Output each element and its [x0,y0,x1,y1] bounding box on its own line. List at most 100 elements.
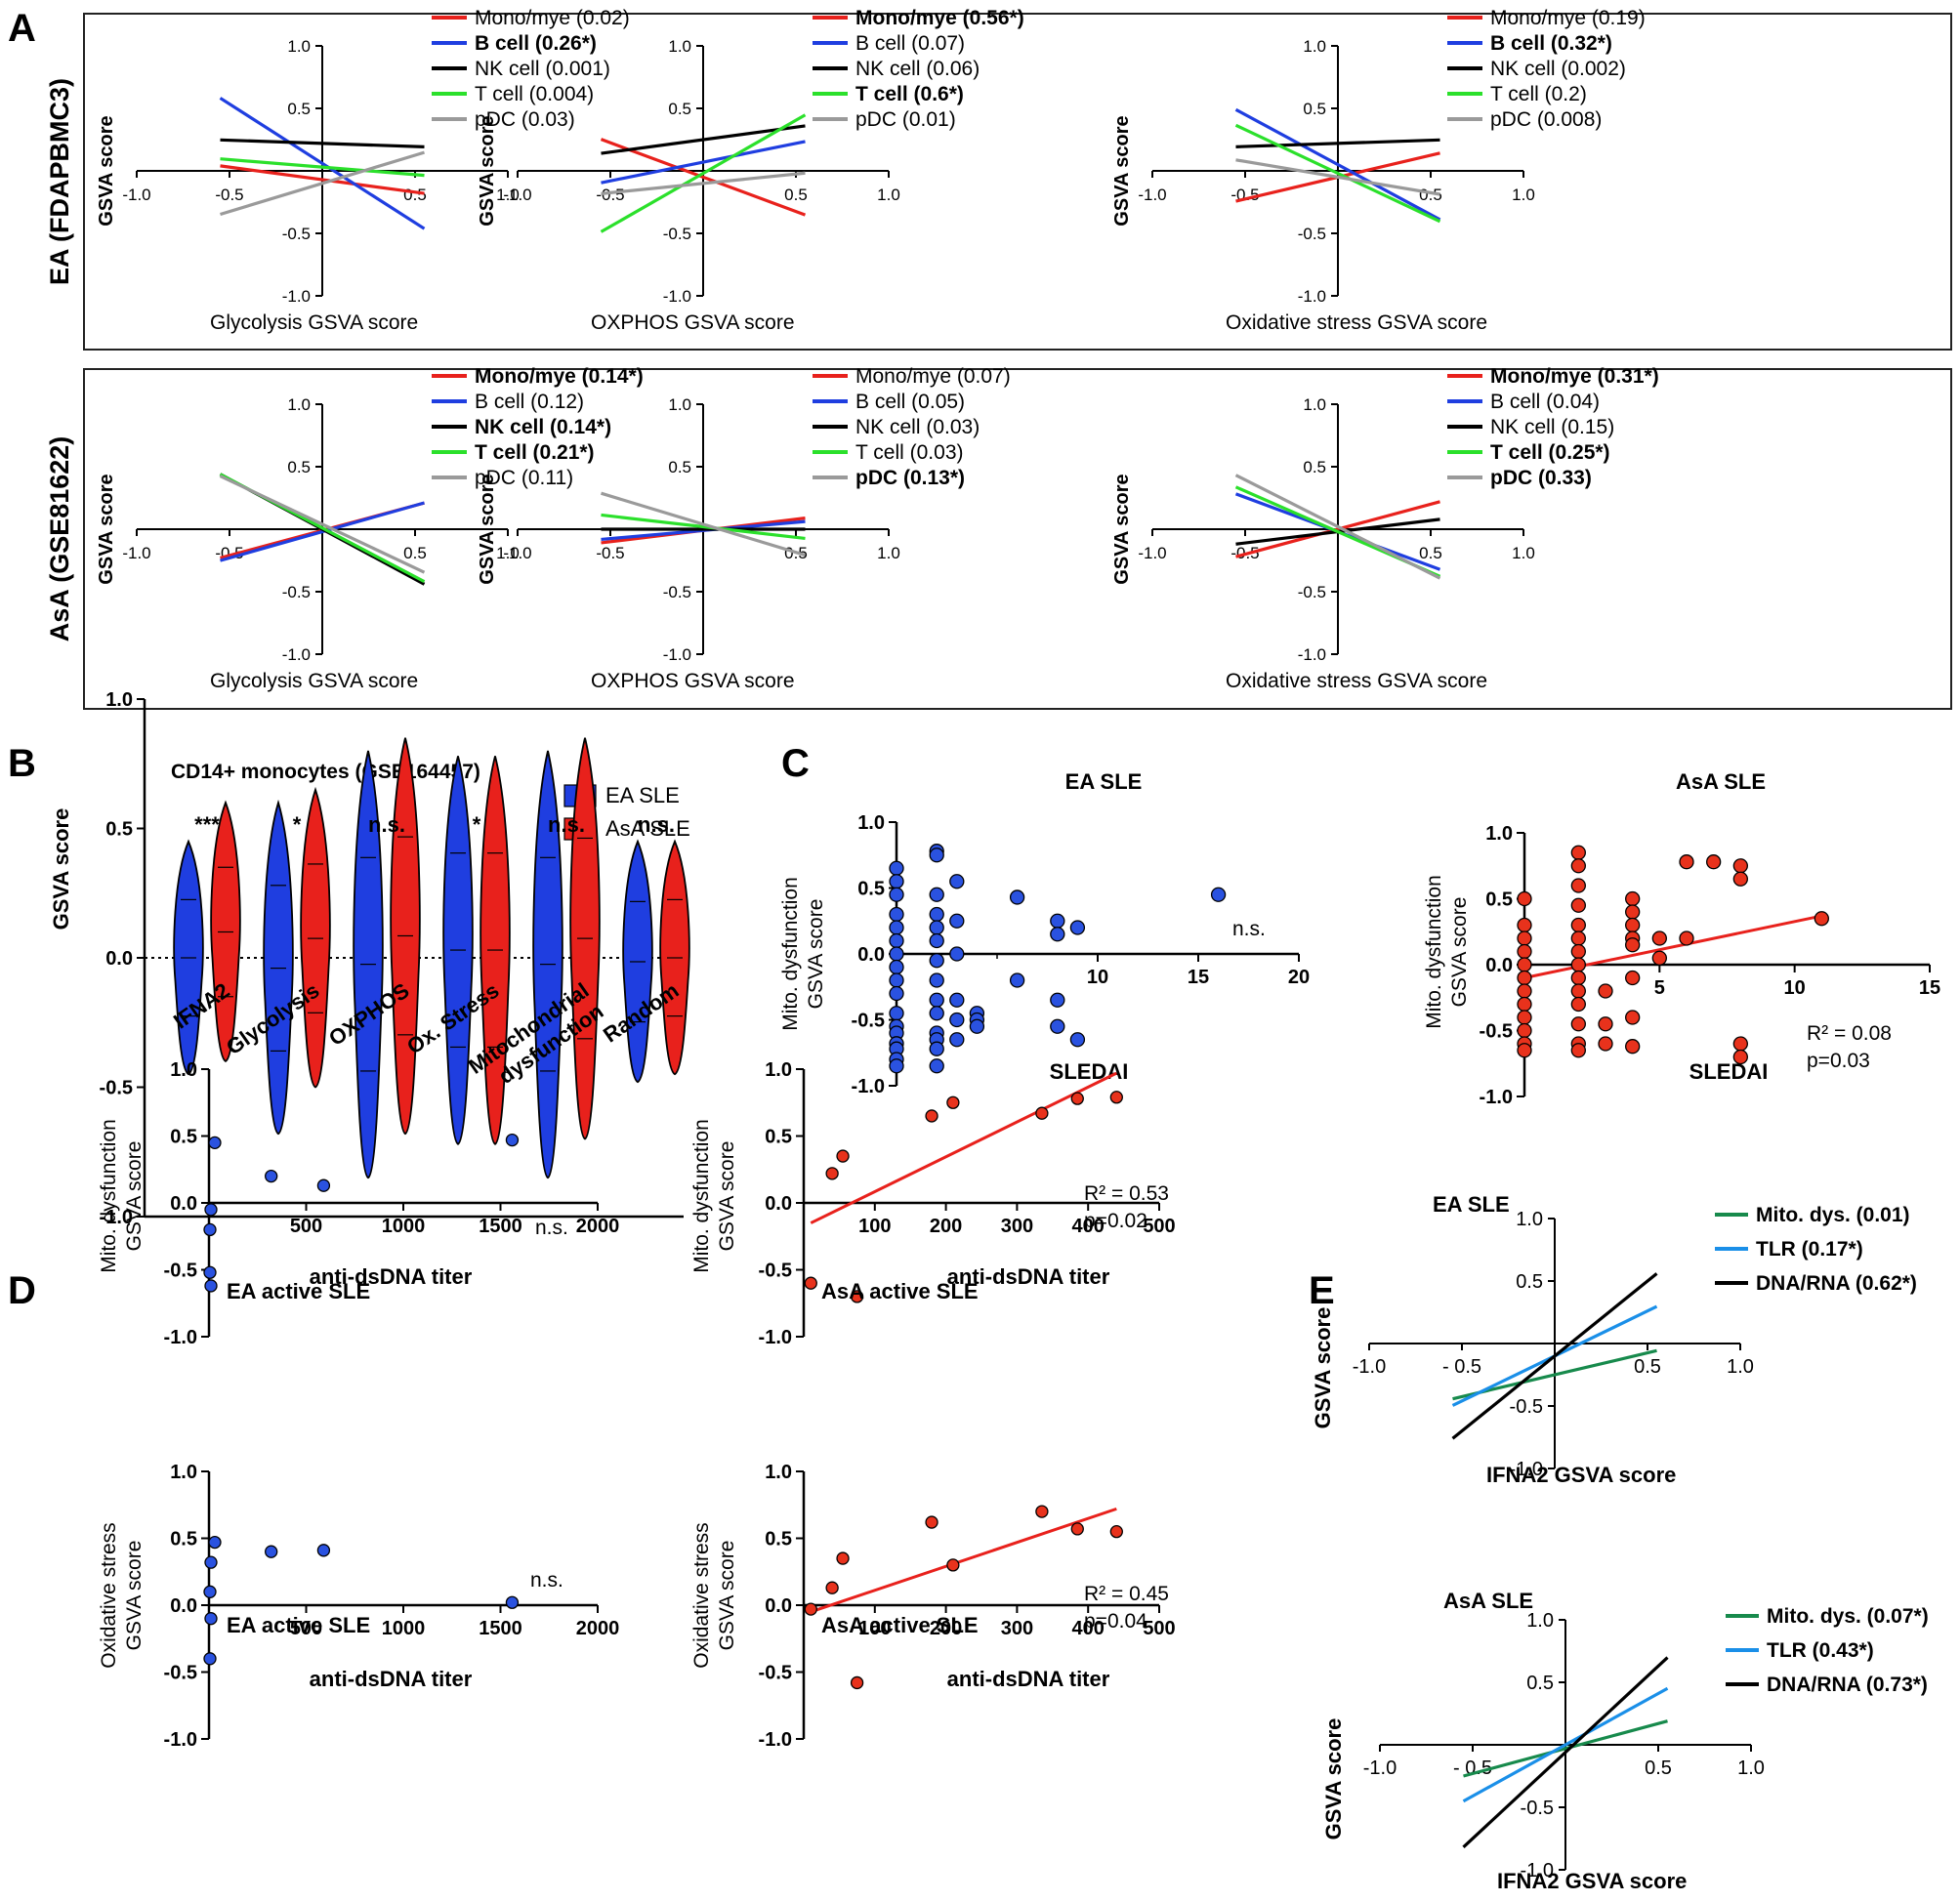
scatter-title: AsA active SLE [821,1279,979,1303]
y-axis-title: Mito. dysfunction [98,1119,120,1273]
data-point [1517,917,1532,933]
data-point [889,1058,904,1074]
data-point [889,959,904,975]
data-point [208,1535,222,1550]
series-line [220,501,425,562]
x-axis-title: IFNA2 GSVA score [1497,1869,1687,1893]
data-point [1517,943,1532,960]
y-tick-label: -0.5 [759,1261,792,1282]
y-axis-title: Mito. dysfunction [1423,875,1445,1029]
x-tick-label: -0.5 [596,186,624,204]
series-line [219,475,426,574]
x-axis-title: Glycolysis GSVA score [210,670,418,692]
data-point [929,920,944,935]
legend-label: T cell (0.03) [855,441,964,464]
x-tick-label: 2000 [576,1618,620,1639]
y-tick-label: 0.5 [668,100,691,118]
subplot-title: AsA SLE [1443,1589,1533,1613]
y-tick-label: 0.5 [1526,1673,1554,1694]
data-point [929,1041,944,1056]
y-tick-label: 1.0 [1526,1610,1554,1632]
data-point [203,1585,217,1598]
data-point [1679,854,1694,870]
data-point [1517,970,1532,986]
legend-label: pDC (0.11) [475,467,573,489]
y-tick-label: 1.0 [287,395,311,414]
data-point [1625,890,1641,907]
legend-label: B cell (0.32*) [1490,32,1612,55]
data-point [1570,1043,1586,1058]
y-tick-label: -1.0 [164,1327,197,1348]
x-tick-label: 2000 [576,1216,620,1237]
y-axis-title: Mito. dysfunction [690,1119,713,1273]
series-line [220,150,425,217]
y-tick-label: 0.0 [765,1193,792,1215]
data-point [969,1018,985,1034]
y-tick-label: -0.5 [663,225,691,243]
x-tick-label: 5 [1654,977,1665,999]
y-tick-label: 0.5 [287,100,311,118]
data-point [1598,1016,1613,1032]
legend-label: TLR (0.43*) [1767,1639,1874,1662]
data-point [1570,996,1586,1013]
y-tick-label: -1.0 [852,1076,885,1097]
y-axis-title: GSVA score [477,115,498,226]
y-tick-label: -0.5 [282,583,311,601]
data-point [203,1222,217,1237]
y-axis-title: GSVA score [96,115,117,226]
data-point [265,1169,278,1183]
data-point [929,848,944,863]
y-tick-label: 1.0 [1303,37,1326,56]
x-tick-label: 1.0 [1512,186,1535,204]
series-line [1462,1656,1669,1849]
y-axis-title: GSVA score [49,808,73,930]
data-point [889,972,904,988]
x-tick-label: 1.0 [877,544,900,562]
y-tick-label: -0.5 [164,1663,197,1684]
y-tick-label: 0.5 [765,1127,792,1148]
legend-label: NK cell (0.001) [475,58,610,80]
x-axis-title: anti-dsDNA titer [947,1667,1110,1691]
x-tick-label: 500 [1143,1216,1175,1237]
y-tick-label: 0.5 [765,1529,792,1551]
legend-label: B cell (0.07) [855,32,965,55]
y-tick-label: -1.0 [663,287,691,306]
data-point [1570,930,1586,946]
data-point [825,1167,839,1180]
legend-label: Mono/mye (0.31*) [1490,365,1659,388]
r-squared-label: R² = 0.45 [1084,1583,1169,1605]
legend-label: Mito. dys. (0.01) [1756,1204,1910,1226]
data-point [889,906,904,923]
y-tick-label: -0.5 [164,1261,197,1282]
data-point [1732,871,1748,887]
x-axis-title: OXPHOS GSVA score [591,670,795,692]
data-point [1570,917,1586,933]
legend-label: B cell (0.26*) [475,32,597,55]
x-tick-label: -1.0 [122,544,150,562]
data-point [1517,1010,1532,1025]
x-tick-label: 0.5 [403,186,427,204]
y-tick-label: 1.0 [1485,823,1513,845]
data-point [929,1006,944,1021]
data-point [1625,917,1641,933]
data-point [1035,1106,1049,1120]
y-tick-label: -0.5 [1298,225,1326,243]
data-point [1570,845,1586,860]
data-point [1517,957,1532,972]
data-point [1570,983,1586,999]
series-line [1462,1686,1669,1803]
data-point [1050,913,1065,929]
data-point [836,1551,850,1565]
x-axis-title: anti-dsDNA titer [310,1264,473,1289]
x-tick-label: 200 [930,1618,962,1639]
y-tick-label: 0.5 [1516,1271,1543,1293]
x-tick-label: 300 [1001,1618,1033,1639]
data-point [204,1203,218,1217]
x-tick-label: 1.0 [496,544,520,562]
legend-label: pDC (0.13*) [855,467,965,489]
x-tick-label: 1000 [382,1618,426,1639]
data-point [929,992,944,1008]
legend-label: B cell (0.12) [475,391,584,413]
x-tick-label: 10 [1087,967,1108,988]
data-point [929,972,944,988]
